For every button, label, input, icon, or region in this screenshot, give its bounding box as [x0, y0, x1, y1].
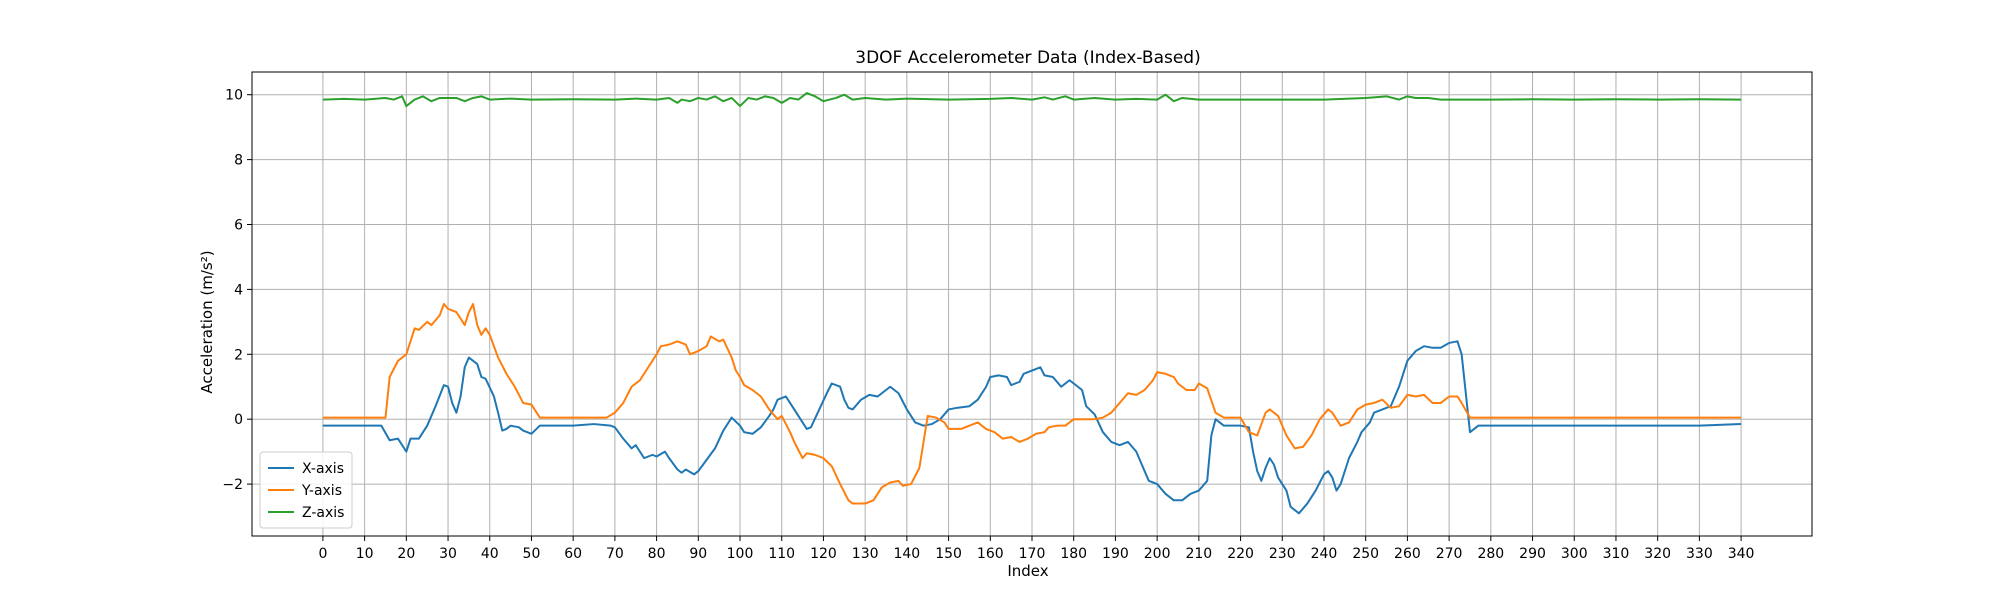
x-tick-label: 250: [1352, 546, 1379, 562]
series-line-y-axis: [322, 303, 1742, 505]
x-tick-label: 260: [1394, 546, 1421, 562]
x-tick-label: 340: [1728, 546, 1755, 562]
legend: X-axis Y-axis Z-axis: [259, 451, 353, 529]
ticks-layer: 0 10 20 30 40 50 60 70 80 90 100 110 120 130 140 150 160…: [222, 88, 1754, 562]
x-tick-label: 200: [1144, 546, 1171, 562]
x-tick-label: 110: [768, 546, 795, 562]
x-tick-label: 40: [481, 546, 499, 562]
x-tick-label: 50: [523, 546, 541, 562]
grid-layer: [252, 72, 1812, 536]
legend-entry: Z-axis: [302, 505, 344, 521]
x-tick-label: 230: [1269, 546, 1296, 562]
x-tick-label: 310: [1603, 546, 1630, 562]
y-tick-label: 4: [234, 282, 243, 298]
legend-entry: Y-axis: [301, 483, 342, 499]
x-tick-label: 240: [1311, 546, 1338, 562]
x-tick-label: 210: [1185, 546, 1212, 562]
x-tick-label: 320: [1644, 546, 1671, 562]
y-tick-label: 6: [234, 218, 243, 234]
y-tick-label: 8: [234, 153, 243, 169]
x-tick-label: 300: [1561, 546, 1588, 562]
x-tick-label: 160: [977, 546, 1004, 562]
series-line-z-axis: [322, 92, 1742, 108]
x-tick-label: 90: [689, 546, 707, 562]
series-layer: [322, 92, 1742, 515]
x-tick-label: 10: [356, 546, 374, 562]
chart-title: 3DOF Accelerometer Data (Index-Based): [855, 48, 1200, 68]
series-line-x-axis: [322, 340, 1742, 515]
x-tick-label: 190: [1102, 546, 1129, 562]
y-tick-label: 0: [234, 412, 243, 428]
x-tick-label: 130: [852, 546, 879, 562]
x-tick-label: 20: [397, 546, 415, 562]
legend-entry: X-axis: [302, 461, 344, 477]
x-tick-label: 60: [564, 546, 582, 562]
y-axis-label: Acceleration (m/s²): [198, 250, 216, 393]
x-tick-label: 120: [810, 546, 837, 562]
legend-box: [259, 451, 353, 529]
x-tick-label: 0: [318, 546, 327, 562]
x-tick-label: 290: [1519, 546, 1546, 562]
x-tick-label: 140: [893, 546, 920, 562]
y-tick-label: 10: [225, 88, 243, 104]
x-tick-label: 30: [439, 546, 457, 562]
x-tick-label: 330: [1686, 546, 1713, 562]
x-axis-label: Index: [1007, 562, 1048, 580]
y-tick-label: 2: [234, 347, 243, 363]
x-tick-label: 270: [1436, 546, 1463, 562]
x-tick-label: 150: [935, 546, 962, 562]
x-tick-label: 70: [606, 546, 624, 562]
x-tick-label: 100: [727, 546, 754, 562]
x-tick-label: 280: [1477, 546, 1504, 562]
x-tick-label: 80: [648, 546, 666, 562]
x-tick-label: 180: [1060, 546, 1087, 562]
x-tick-label: 170: [1019, 546, 1046, 562]
y-tick-label: −2: [222, 477, 243, 493]
x-tick-label: 220: [1227, 546, 1254, 562]
